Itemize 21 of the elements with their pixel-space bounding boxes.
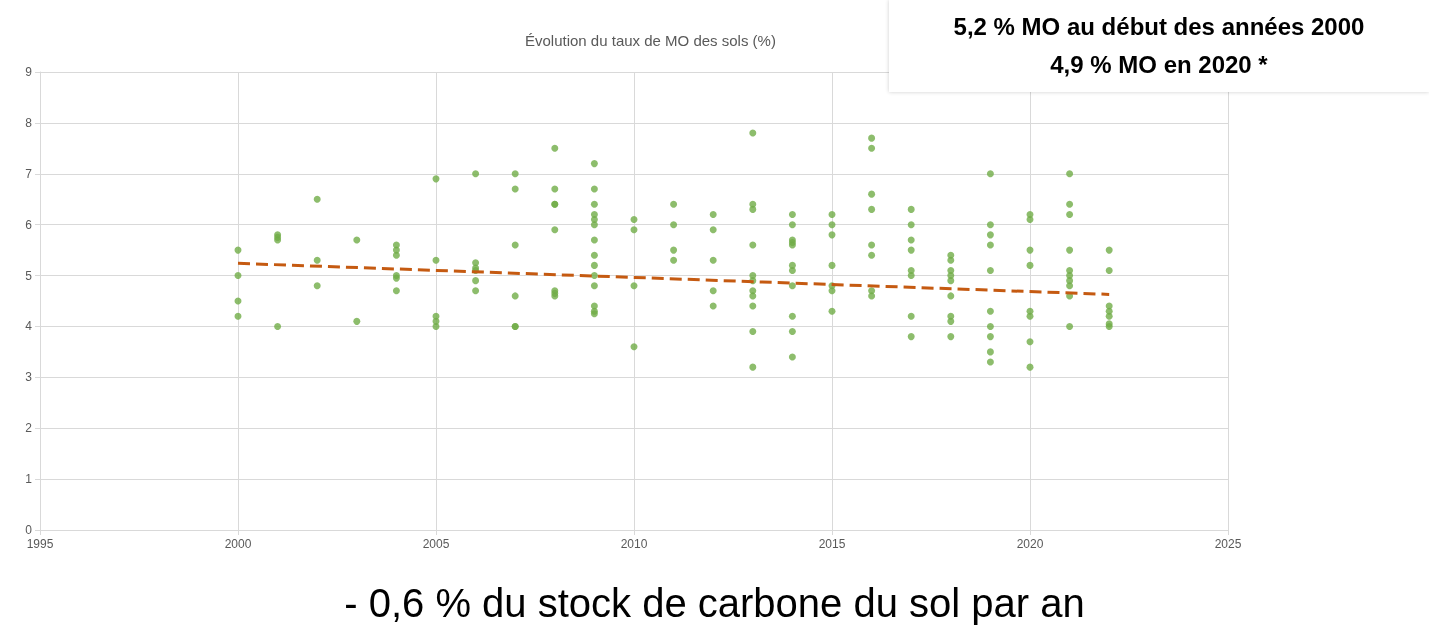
- x-tick-label: 2025: [1214, 537, 1242, 551]
- y-tick-label: 2: [25, 421, 33, 436]
- x-tick-label: 2020: [1016, 537, 1044, 551]
- y-tick-label: 6: [25, 217, 33, 232]
- y-tick-label: 8: [25, 115, 33, 130]
- chart-title: Évolution du taux de MO des sols (%): [525, 32, 776, 49]
- y-tick-label: 3: [25, 370, 33, 385]
- text: - 0,6 % du stock de carbone du sol par an: [344, 581, 1085, 625]
- x-tick-label: 2010: [620, 537, 648, 551]
- x-tick-label: 1995: [26, 537, 54, 551]
- y-tick-label: 9: [25, 65, 33, 79]
- y-tick-label: 1: [25, 472, 33, 487]
- x-tick-label: 2005: [422, 537, 450, 551]
- y-tick-label: 4: [25, 319, 33, 334]
- y-tick-label: 5: [25, 268, 33, 283]
- x-tick-label: 2015: [818, 537, 846, 551]
- note-card: 5,2 % MO au début des années 2000 4,9 % MO en 2020 *: [889, 0, 1429, 92]
- annotation: 4,9 % MO en 2020 *: [1049, 50, 1269, 80]
- x-tick-label: 2000: [224, 537, 252, 551]
- y-tick-label: 0: [25, 523, 33, 537]
- y-tick-label: 7: [25, 166, 33, 181]
